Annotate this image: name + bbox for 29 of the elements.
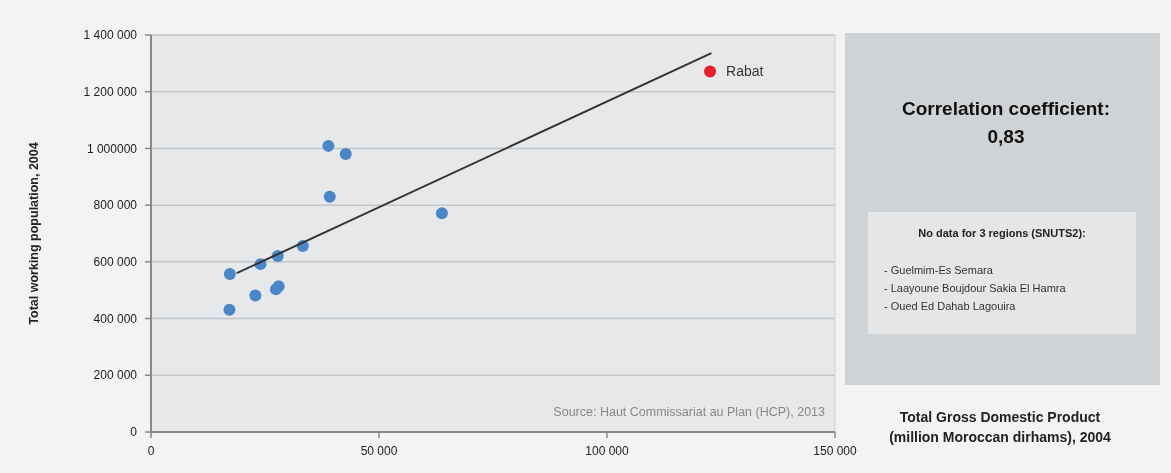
- x-tick-label: 100 000: [585, 443, 630, 458]
- series-label: Rabat: [726, 63, 764, 80]
- text: - Oued Ed Dahab Lagouira: [884, 300, 1017, 312]
- point: [249, 289, 262, 302]
- point: [323, 190, 336, 203]
- x-axis-title: Total Gross Domestic Product (million Moroccan dirhams), 2004: [889, 409, 1112, 445]
- y-tick-label: 400 000: [93, 311, 138, 326]
- y-tick-label: 1 000000: [86, 141, 138, 156]
- y-tick-label: 1 400 000: [83, 28, 138, 43]
- point: [339, 148, 352, 161]
- text: No data for 3 regions (SNUTS2):: [918, 227, 1086, 239]
- y-tick-label: 800 000: [93, 198, 138, 213]
- text: - Guelmim-Es Semara: [884, 264, 994, 276]
- y-axis-title: Total working population, 2004: [27, 142, 41, 325]
- annotation: Source: Haut Commissariat au Plan (HCP), 2013: [553, 405, 826, 419]
- x-tick-label: 50 000: [360, 443, 398, 458]
- point: [704, 65, 717, 78]
- point: [223, 268, 236, 281]
- point: [223, 303, 236, 316]
- text: Correlation coefficient: 0,83: [902, 98, 1110, 147]
- text: - Laayoune Boujdour Sakia El Hamra: [884, 282, 1067, 294]
- y-tick-label: 600 000: [93, 255, 138, 270]
- y-tick-label: 0: [130, 425, 138, 440]
- point: [435, 207, 448, 220]
- y-tick-label: 200 000: [93, 368, 138, 383]
- x-tick-label: 150 000: [813, 443, 858, 458]
- x-tick-label: 0: [147, 443, 155, 458]
- point: [322, 139, 335, 152]
- y-tick-label: 1 200 000: [83, 84, 138, 99]
